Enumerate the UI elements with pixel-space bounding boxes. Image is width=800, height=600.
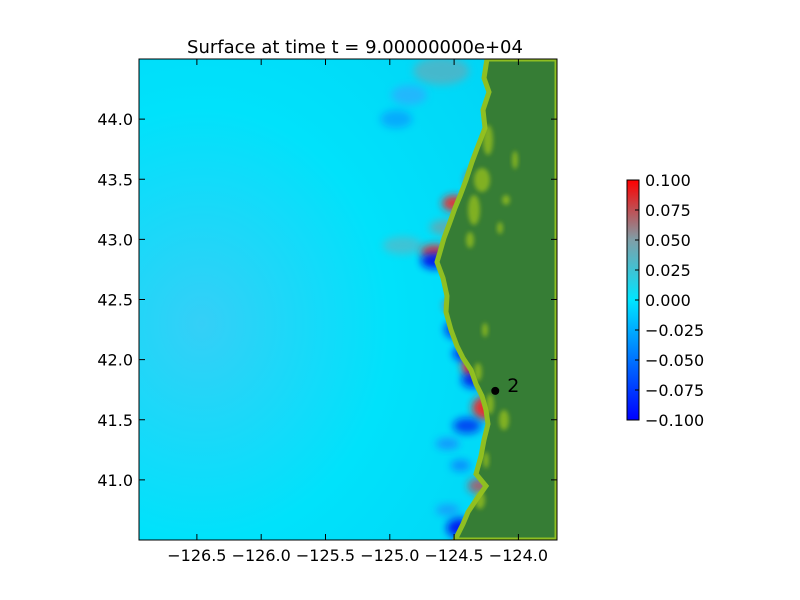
gauge-markers: 2 xyxy=(491,375,519,397)
shore-vegetation-patch xyxy=(486,394,494,414)
shore-vegetation-patch xyxy=(483,452,489,468)
x-tick-label: −126.5 xyxy=(167,546,226,565)
shore-vegetation-patch xyxy=(474,168,490,192)
x-tick-label: −125.5 xyxy=(296,546,355,565)
y-tick-label: 41.5 xyxy=(97,411,133,430)
x-tick-label: −126.0 xyxy=(232,546,291,565)
x-axis: −126.5 −126.0 −125.5 −125.0 −124.5 −124.0 xyxy=(167,59,548,565)
surface-anomaly xyxy=(391,85,428,106)
gauge-label: 2 xyxy=(507,375,519,397)
shore-vegetation-patch xyxy=(502,195,510,205)
surface-anomaly xyxy=(435,503,460,516)
plot-area xyxy=(139,59,557,540)
colorbar-ticks: 0.100 0.075 0.050 0.025 0.000 −0.025 −0.050 −0.… xyxy=(635,171,704,430)
shore-vegetation-patch xyxy=(483,125,493,155)
colorbar: 0.100 0.075 0.050 0.025 0.000 −0.025 −0.050 −0.… xyxy=(626,171,704,430)
shore-vegetation-patch xyxy=(482,323,488,337)
surface-anomaly xyxy=(413,59,470,86)
surface-anomaly xyxy=(382,236,423,255)
y-tick-label: 43.0 xyxy=(97,230,133,249)
x-tick-label: −124.0 xyxy=(489,546,548,565)
gauge-marker xyxy=(491,386,500,395)
x-tick-label: −124.5 xyxy=(424,546,483,565)
surface-anomaly xyxy=(435,437,460,450)
colorbar-tick-label: −0.025 xyxy=(645,321,704,340)
shore-vegetation-patch xyxy=(466,232,474,248)
shore-vegetation-patch xyxy=(475,491,485,509)
colorbar-tick-label: 0.075 xyxy=(645,201,691,220)
colorbar-tick-label: 0.000 xyxy=(645,291,691,310)
surface-anomaly xyxy=(452,417,481,434)
colorbar-tick-label: −0.050 xyxy=(645,351,704,370)
land-region xyxy=(434,59,557,540)
y-tick-label: 41.0 xyxy=(97,471,133,490)
y-tick-label: 44.0 xyxy=(97,110,133,129)
y-tick-label: 43.5 xyxy=(97,170,133,189)
colorbar-tick-label: 0.050 xyxy=(645,231,691,250)
colorbar-tick-label: −0.075 xyxy=(645,381,704,400)
shore-vegetation-patch xyxy=(474,363,482,381)
chart-title: Surface at time t = 9.00000000e+04 xyxy=(187,37,523,58)
shore-vegetation-patch xyxy=(497,222,503,234)
surface-anomaly xyxy=(450,459,471,472)
colorbar-tick-label: −0.100 xyxy=(645,411,704,430)
shore-vegetation xyxy=(466,125,518,509)
surface-anomaly xyxy=(380,110,413,129)
colorbar-tick-label: 0.100 xyxy=(645,171,691,190)
shore-vegetation-patch xyxy=(512,151,518,169)
y-axis: 41.0 41.5 42.0 42.5 43.0 43.5 44.0 xyxy=(97,110,557,490)
y-tick-label: 42.0 xyxy=(97,351,133,370)
shore-vegetation-patch xyxy=(468,195,480,225)
shore-vegetation-patch xyxy=(499,410,509,430)
colorbar-tick-label: 0.025 xyxy=(645,261,691,280)
x-tick-label: −125.0 xyxy=(360,546,419,565)
y-tick-label: 42.5 xyxy=(97,291,133,310)
